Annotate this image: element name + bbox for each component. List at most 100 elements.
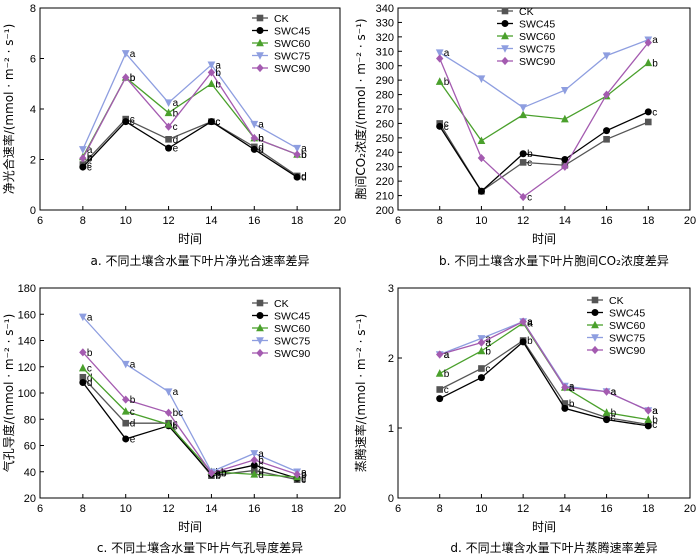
- x-tick-label: 14: [559, 215, 571, 227]
- significance-label: a: [215, 60, 221, 71]
- series-line: [82, 71, 298, 159]
- x-tick-label: 18: [291, 215, 303, 227]
- x-axis-label: 时间: [178, 232, 202, 246]
- y-tick-label: 160: [18, 309, 36, 321]
- significance-label: c: [611, 413, 616, 424]
- data-point: [250, 470, 259, 478]
- significance-label: d: [173, 135, 179, 146]
- y-tick-label: 100: [18, 388, 36, 400]
- data-point: [78, 363, 87, 372]
- significance-label: b: [130, 73, 136, 84]
- significance-label: d: [301, 171, 307, 182]
- significance-label: a: [652, 35, 658, 46]
- significance-label: b: [301, 470, 307, 481]
- significance-label: a: [652, 406, 658, 417]
- series-swc75: aa: [435, 35, 658, 112]
- y-tick-label: 330: [376, 17, 394, 29]
- data-point: [293, 470, 301, 479]
- significance-label: ab: [215, 467, 227, 478]
- chart-caption: d. 不同土壤含水量下叶片蒸腾速率差异: [450, 540, 657, 555]
- x-tick-label: 8: [437, 215, 443, 227]
- data-point: [644, 118, 652, 126]
- significance-label: e: [173, 144, 179, 155]
- significance-label: b: [569, 399, 575, 410]
- legend-entry: CK: [609, 295, 624, 307]
- y-tick-label: 220: [376, 176, 394, 188]
- y-axis-label: 净光合速率/(mmol · m⁻² · s⁻¹): [1, 24, 16, 195]
- significance-label: d: [258, 145, 264, 156]
- significance-label: c: [130, 115, 135, 126]
- series-line: [439, 39, 649, 109]
- significance-label: c: [173, 420, 178, 431]
- x-tick-label: 16: [600, 215, 612, 227]
- significance-label: d: [258, 466, 264, 477]
- data-point: [122, 419, 130, 427]
- data-point: [121, 50, 130, 58]
- legend-marker: [256, 299, 264, 307]
- series-line: [82, 376, 298, 481]
- data-point: [436, 386, 444, 393]
- y-tick-label: 80: [24, 414, 36, 426]
- x-tick-label: 10: [120, 215, 132, 227]
- data-point: [207, 468, 216, 478]
- y-axis-label: 蒸腾速率/(mmol · m⁻² · s⁻¹): [353, 314, 368, 473]
- y-tick-label: 120: [18, 362, 36, 374]
- data-point: [207, 68, 216, 77]
- significance-label: a: [527, 317, 533, 328]
- series-swc90: a a a a a a: [436, 317, 658, 417]
- y-axis-label: 气孔导度/(mmol · m⁻² · s⁻¹): [1, 314, 16, 473]
- data-point: [250, 461, 258, 469]
- legend-marker: [591, 320, 599, 329]
- y-tick-label: 60: [24, 441, 36, 453]
- data-point: [477, 346, 486, 355]
- significance-label: b: [258, 455, 264, 466]
- data-point: [561, 404, 569, 412]
- significance-label: b: [611, 408, 617, 419]
- y-tick-label: 310: [376, 46, 394, 58]
- data-point: [561, 156, 569, 163]
- y-tick-label: 240: [376, 147, 394, 159]
- data-point: [435, 49, 444, 58]
- significance-label: c: [301, 475, 306, 486]
- significance-label: b: [301, 150, 307, 161]
- x-tick-label: 10: [475, 503, 487, 515]
- significance-label: c: [215, 117, 220, 128]
- data-point: [164, 408, 173, 417]
- x-tick-label: 20: [334, 215, 346, 227]
- y-tick-label: 340: [376, 3, 394, 15]
- y-tick-label: 200: [376, 205, 394, 217]
- legend-entry: CK: [274, 13, 289, 25]
- significance-label: b: [258, 134, 264, 145]
- data-point: [477, 187, 485, 195]
- series-line: [82, 367, 298, 478]
- significance-label: c: [87, 160, 92, 171]
- y-tick-label: 8: [30, 3, 36, 15]
- chart-caption: b. 不同土壤含水量下叶片胞间CO₂浓度差异: [439, 253, 669, 268]
- data-point: [122, 435, 130, 443]
- x-tick-label: 16: [248, 503, 260, 515]
- legend-marker: [501, 7, 509, 15]
- series-line: [82, 118, 298, 177]
- significance-label: b: [87, 348, 93, 359]
- data-point: [477, 153, 486, 163]
- data-point: [519, 338, 527, 346]
- significance-label: b: [87, 154, 93, 165]
- significance-label: ab: [215, 469, 227, 480]
- data-point: [477, 338, 486, 347]
- data-point: [207, 79, 216, 88]
- data-point: [164, 388, 173, 396]
- series-swc45: cbc: [436, 107, 657, 195]
- significance-label: a: [527, 319, 533, 330]
- legend-marker: [256, 323, 264, 332]
- legend-marker: [501, 20, 509, 27]
- significance-label: c: [173, 122, 178, 133]
- data-point: [250, 133, 258, 143]
